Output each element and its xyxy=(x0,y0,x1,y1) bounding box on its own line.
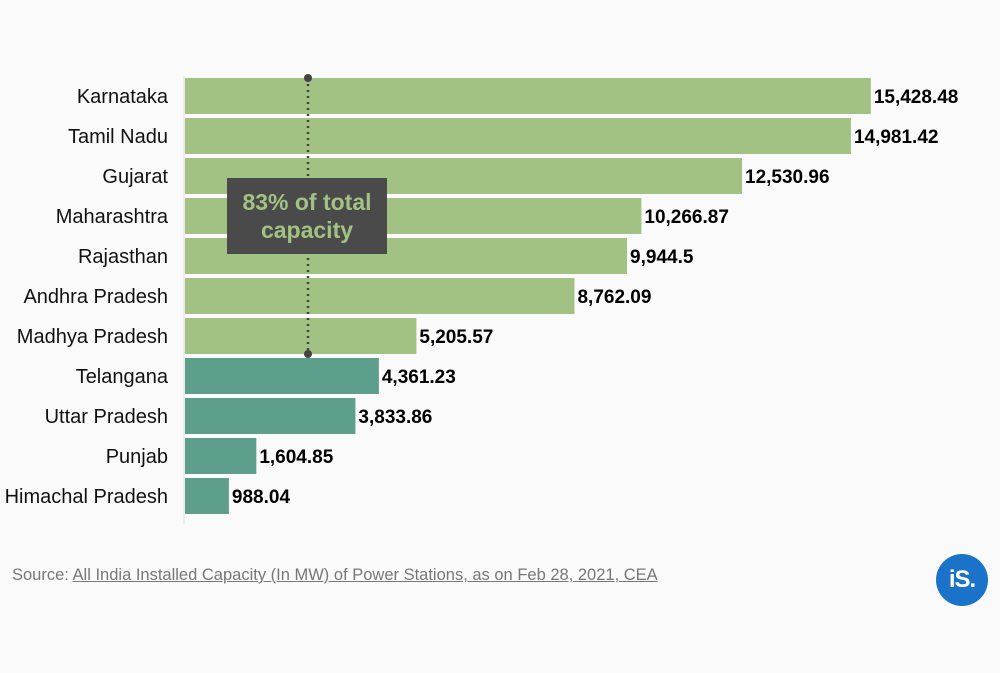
source-link[interactable]: All India Installed Capacity (In MW) of … xyxy=(72,566,658,584)
category-label: Rajasthan xyxy=(78,246,168,268)
category-label: Madhya Pradesh xyxy=(17,326,168,348)
value-label: 15,428.48 xyxy=(874,87,959,108)
bars-group: Karnataka 15,428.48 Tamil Nadu 14,981.42 Guj… xyxy=(5,78,959,514)
annotation-box xyxy=(227,178,387,254)
source-note: Source: All India Installed Capacity (In… xyxy=(12,566,658,585)
annotation-text-line2: capacity xyxy=(261,217,353,243)
category-label: Maharashtra xyxy=(56,206,169,228)
value-label: 1,604.85 xyxy=(259,447,333,468)
category-label: Gujarat xyxy=(102,166,168,188)
bar-madhya-pradesh xyxy=(185,318,417,354)
source-prefix: Source: xyxy=(12,566,73,584)
category-label: Punjab xyxy=(106,446,168,468)
value-label: 8,762.09 xyxy=(577,287,651,308)
value-label: 4,361.23 xyxy=(382,367,456,388)
annotation-dot-bottom xyxy=(304,350,312,358)
value-label: 5,205.57 xyxy=(419,327,493,348)
bar-telangana xyxy=(185,358,379,394)
bar-himachal-pradesh xyxy=(185,478,229,514)
category-label: Telangana xyxy=(76,366,169,388)
bar-karnataka xyxy=(185,78,871,114)
bar-tamil-nadu xyxy=(185,118,851,154)
category-label: Andhra Pradesh xyxy=(23,286,168,308)
bar-andhra-pradesh xyxy=(185,278,575,314)
annotation-text-line1: 83% of total xyxy=(242,189,371,215)
bar-uttar-pradesh xyxy=(185,398,356,434)
category-label: Karnataka xyxy=(77,86,169,108)
value-label: 9,944.5 xyxy=(630,247,694,268)
annotation-group: 83% of total capacity xyxy=(227,74,387,358)
annotation-dot-top xyxy=(304,74,312,82)
value-label: 988.04 xyxy=(232,487,291,508)
bar-punjab xyxy=(185,438,257,474)
value-label: 10,266.87 xyxy=(644,207,729,228)
category-label: Tamil Nadu xyxy=(68,126,168,148)
brand-logo[interactable]: iS. xyxy=(936,554,988,606)
value-label: 3,833.86 xyxy=(358,407,432,428)
value-label: 12,530.96 xyxy=(745,167,830,188)
category-label: Himachal Pradesh xyxy=(5,486,168,508)
category-label: Uttar Pradesh xyxy=(45,406,168,428)
value-label: 14,981.42 xyxy=(854,127,939,148)
